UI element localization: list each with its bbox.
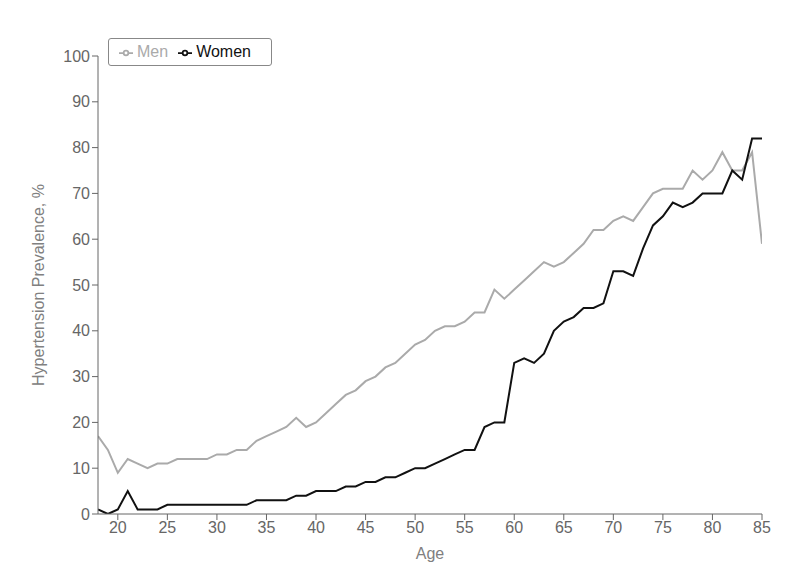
svg-text:50: 50 xyxy=(72,277,90,294)
svg-text:40: 40 xyxy=(72,322,90,339)
svg-text:60: 60 xyxy=(505,519,523,536)
svg-text:80: 80 xyxy=(704,519,722,536)
svg-text:85: 85 xyxy=(753,519,771,536)
svg-text:60: 60 xyxy=(72,231,90,248)
svg-text:75: 75 xyxy=(654,519,672,536)
svg-text:0: 0 xyxy=(81,506,90,523)
svg-text:40: 40 xyxy=(307,519,325,536)
svg-text:30: 30 xyxy=(72,368,90,385)
svg-text:Hypertension Prevalence, %: Hypertension Prevalence, % xyxy=(30,184,47,386)
svg-text:45: 45 xyxy=(357,519,375,536)
svg-text:50: 50 xyxy=(406,519,424,536)
svg-text:70: 70 xyxy=(72,185,90,202)
svg-text:20: 20 xyxy=(72,414,90,431)
svg-text:10: 10 xyxy=(72,460,90,477)
svg-text:90: 90 xyxy=(72,93,90,110)
svg-text:55: 55 xyxy=(456,519,474,536)
svg-text:35: 35 xyxy=(258,519,276,536)
html-text:Men: Men xyxy=(137,43,169,60)
svg-text:20: 20 xyxy=(109,519,127,536)
svg-text:25: 25 xyxy=(158,519,176,536)
html-text:Women: Women xyxy=(196,43,251,60)
svg-text:30: 30 xyxy=(208,519,226,536)
svg-text:100: 100 xyxy=(63,48,90,65)
svg-text:80: 80 xyxy=(72,139,90,156)
svg-text:70: 70 xyxy=(604,519,622,536)
svg-text:Age: Age xyxy=(416,545,445,562)
svg-text:65: 65 xyxy=(555,519,573,536)
